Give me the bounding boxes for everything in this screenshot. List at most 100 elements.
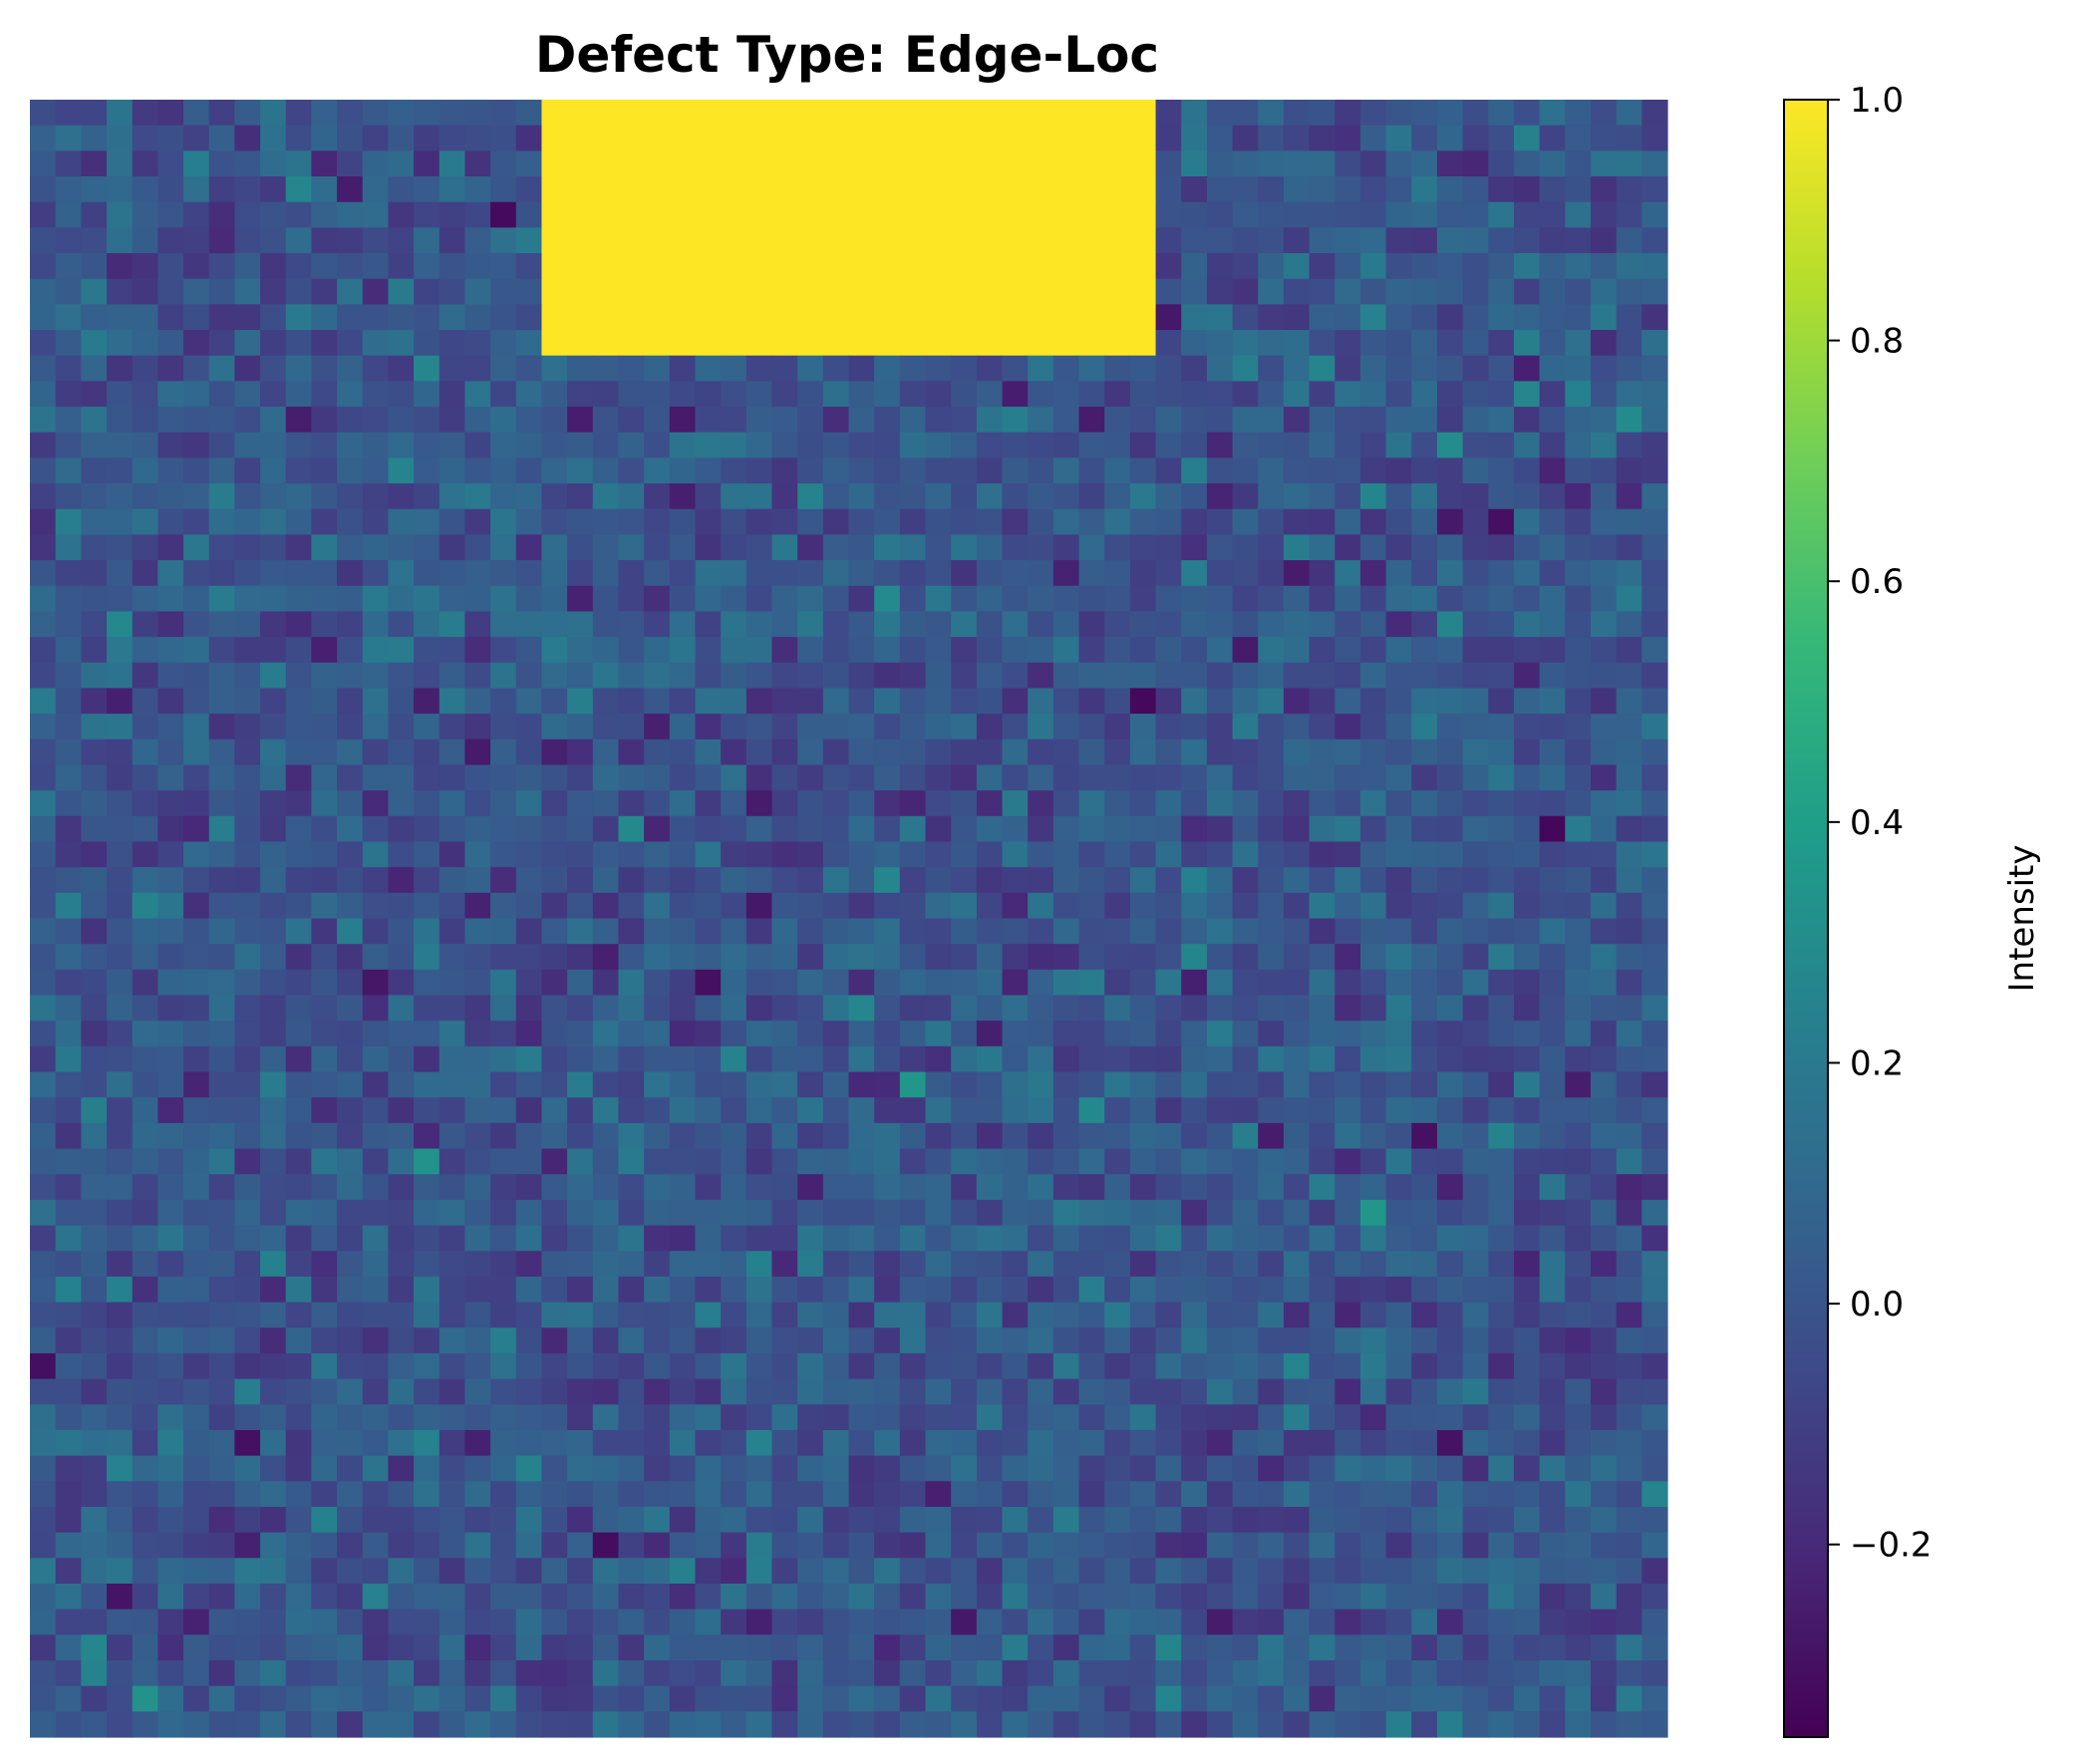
heatmap-cell [1335, 534, 1361, 561]
heatmap-cell [1641, 1327, 1668, 1354]
heatmap-cell [1513, 1021, 1541, 1047]
heatmap-cell [234, 1352, 261, 1380]
heatmap-cell [234, 534, 261, 561]
heatmap-cell [337, 330, 364, 357]
heatmap-cell [567, 1199, 594, 1227]
heatmap-cell [1206, 330, 1234, 357]
heatmap-cell [797, 764, 824, 791]
heatmap-cell [285, 1506, 312, 1534]
heatmap-cell [797, 738, 824, 766]
heatmap-cell [592, 867, 620, 894]
heatmap-cell [439, 1455, 466, 1482]
heatmap-cell [81, 1021, 108, 1047]
heatmap-cell [388, 1429, 415, 1457]
heatmap-cell [592, 227, 620, 254]
heatmap-cell [1206, 355, 1234, 382]
heatmap-cell [490, 1609, 517, 1635]
heatmap-cell [1206, 944, 1234, 971]
heatmap-cell [464, 995, 491, 1022]
heatmap-cell [1181, 330, 1208, 357]
heatmap-cell [362, 278, 389, 305]
heatmap-cell [592, 1685, 620, 1712]
heatmap-cell [1181, 407, 1208, 434]
heatmap-cell [899, 764, 927, 791]
heatmap-cell [1129, 944, 1157, 971]
heatmap-cell [951, 1021, 978, 1047]
heatmap-cell [81, 534, 108, 561]
heatmap-cell [1129, 1302, 1157, 1328]
heatmap-cell [1411, 1021, 1438, 1047]
heatmap-cell [157, 1378, 184, 1405]
heatmap-cell [1181, 1302, 1208, 1328]
heatmap-cell [1411, 1455, 1438, 1482]
heatmap-cell [1104, 330, 1131, 357]
heatmap-cell [260, 1659, 287, 1687]
heatmap-cell [976, 764, 1004, 791]
heatmap-cell [1335, 1148, 1361, 1175]
heatmap-cell [362, 1276, 389, 1304]
heatmap-cell [951, 995, 978, 1022]
heatmap-cell [1436, 1711, 1464, 1738]
heatmap-cell [1206, 1174, 1234, 1201]
heatmap-cell [1565, 1609, 1592, 1635]
heatmap-cell [464, 1352, 491, 1380]
heatmap-cell [1411, 1276, 1438, 1304]
heatmap-cell [745, 304, 773, 331]
heatmap-cell [1181, 995, 1208, 1022]
heatmap-cell [1385, 738, 1412, 766]
heatmap-cell [541, 1558, 568, 1585]
heatmap-cell [388, 253, 415, 280]
heatmap-cell [1283, 1174, 1311, 1201]
heatmap-cell [1488, 1659, 1515, 1687]
heatmap-cell [1232, 1634, 1259, 1661]
heatmap-cell [464, 1251, 491, 1278]
heatmap-cell [285, 1327, 312, 1354]
heatmap-cell [771, 176, 798, 203]
heatmap-cell [30, 764, 57, 791]
heatmap-cell [592, 100, 620, 127]
heatmap-cell [464, 944, 491, 971]
heatmap-cell [797, 1352, 824, 1380]
heatmap-cell [490, 841, 517, 868]
heatmap-cell [1616, 1583, 1642, 1611]
heatmap-cell [618, 176, 645, 203]
heatmap-cell [1335, 995, 1361, 1022]
heatmap-cell [337, 790, 364, 817]
heatmap-cell [976, 662, 1004, 690]
heatmap-cell [1411, 841, 1438, 868]
heatmap-cell [822, 662, 850, 690]
heatmap-cell [1462, 201, 1489, 228]
heatmap-cell [695, 1378, 722, 1405]
heatmap-cell [567, 1302, 594, 1328]
heatmap-cell [183, 253, 210, 280]
heatmap-cell [260, 1378, 287, 1405]
heatmap-cell [157, 1122, 184, 1150]
heatmap-cell [311, 176, 338, 203]
heatmap-cell [899, 688, 927, 715]
heatmap-cell [1385, 1302, 1412, 1328]
heatmap-cell [644, 1352, 671, 1380]
heatmap-cell [439, 1174, 466, 1201]
heatmap-cell [1002, 738, 1029, 766]
heatmap-cell [1590, 304, 1618, 331]
heatmap-cell [439, 1045, 466, 1073]
heatmap-cell [1616, 381, 1642, 408]
heatmap-cell [797, 1276, 824, 1304]
heatmap-cell [874, 432, 901, 458]
heatmap-cell [951, 100, 978, 127]
heatmap-cell [439, 918, 466, 945]
heatmap-cell [337, 1506, 364, 1534]
heatmap-cell [1104, 508, 1131, 536]
heatmap-cell [567, 560, 594, 587]
heatmap-cell [797, 867, 824, 894]
heatmap-cell [874, 1429, 901, 1457]
heatmap-cell [592, 892, 620, 920]
heatmap-cell [1539, 483, 1566, 510]
heatmap-cell [362, 1455, 389, 1482]
heatmap-cell [260, 1583, 287, 1611]
heatmap-cell [208, 1609, 235, 1635]
heatmap-cell [208, 125, 235, 151]
heatmap-cell [592, 1532, 620, 1559]
heatmap-cell [1129, 407, 1157, 434]
heatmap-cell [1078, 483, 1105, 510]
